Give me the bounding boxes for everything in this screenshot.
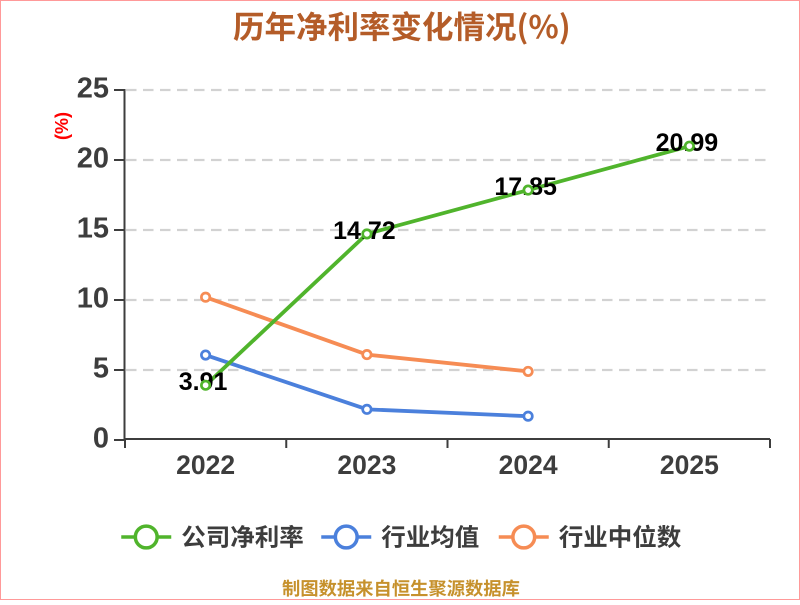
svg-text:(%): (%)	[52, 112, 72, 140]
svg-text:2022: 2022	[176, 450, 235, 480]
svg-text:5: 5	[93, 353, 109, 385]
svg-text:25: 25	[77, 73, 109, 105]
svg-text:2024: 2024	[499, 450, 558, 480]
svg-text:2025: 2025	[660, 450, 719, 480]
svg-text:20: 20	[77, 143, 109, 175]
svg-text:0: 0	[93, 423, 109, 455]
svg-text:10: 10	[77, 283, 109, 315]
svg-text:2023: 2023	[337, 450, 396, 480]
svg-text:15: 15	[77, 213, 109, 245]
